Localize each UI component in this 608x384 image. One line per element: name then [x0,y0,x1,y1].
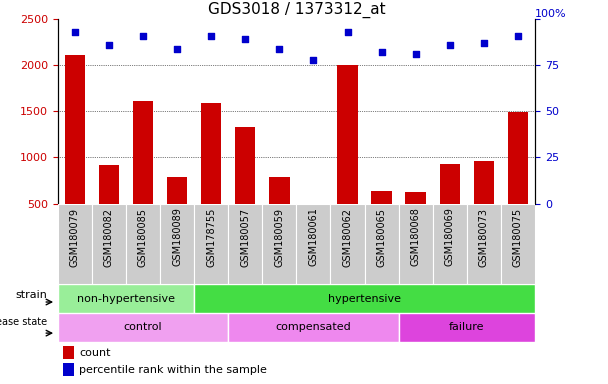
Text: GSM180061: GSM180061 [308,208,319,266]
Bar [269,177,289,204]
Point [479,40,489,46]
Point [70,29,80,35]
Bar [399,204,433,284]
Bar [337,65,358,204]
Point [274,46,284,52]
Text: GSM180065: GSM180065 [376,208,387,266]
Bar [501,204,535,284]
Bar [433,204,467,284]
Text: GSM180079: GSM180079 [70,208,80,266]
Text: GSM180075: GSM180075 [513,208,523,266]
Bar [194,204,228,284]
Bar [58,313,228,342]
Bar [296,204,331,284]
Text: control: control [123,322,162,333]
Text: GSM180068: GSM180068 [411,208,421,266]
Point [343,29,353,35]
Bar [331,204,365,284]
Point [172,46,182,52]
Title: GDS3018 / 1373312_at: GDS3018 / 1373312_at [207,2,385,18]
Bar [371,190,392,204]
Text: GSM180057: GSM180057 [240,208,250,266]
Text: GSM180085: GSM180085 [138,208,148,266]
Point [445,42,455,48]
Point [513,33,523,39]
Point [104,42,114,48]
Bar [194,284,535,313]
Text: GSM180082: GSM180082 [104,208,114,266]
Bar [126,204,160,284]
Bar [167,177,187,204]
Text: GSM180062: GSM180062 [342,208,353,266]
Bar [235,127,255,204]
Bar [64,55,85,204]
Point [138,33,148,39]
Bar [365,204,399,284]
Bar [63,346,74,359]
Text: GSM180089: GSM180089 [172,208,182,266]
Bar [92,204,126,284]
Point [240,36,250,43]
Text: GSM178755: GSM178755 [206,208,216,267]
Text: GSM180073: GSM180073 [479,208,489,266]
Text: percentile rank within the sample: percentile rank within the sample [79,365,267,375]
Bar [98,165,119,204]
Bar [58,284,194,313]
Text: non-hypertensive: non-hypertensive [77,293,175,304]
Point [411,51,421,57]
Bar [58,204,92,284]
Bar [63,363,74,376]
Text: count: count [79,348,111,358]
Bar [133,101,153,204]
Bar [160,204,194,284]
Bar [262,204,296,284]
Bar [228,204,262,284]
Bar [508,112,528,204]
Bar [201,103,221,204]
Point [309,57,319,63]
Text: strain: strain [15,290,47,300]
Bar [399,313,535,342]
Bar [474,161,494,204]
Bar [440,164,460,204]
Text: failure: failure [449,322,485,333]
Bar [467,204,501,284]
Bar [406,192,426,204]
Text: GSM180069: GSM180069 [445,208,455,266]
Text: GSM180059: GSM180059 [274,208,285,266]
Text: 100%: 100% [535,9,567,19]
Point [377,49,387,55]
Bar [303,204,323,245]
Text: compensated: compensated [275,322,351,333]
Text: disease state: disease state [0,316,47,327]
Text: hypertensive: hypertensive [328,293,401,304]
Point [206,33,216,39]
Bar [228,313,399,342]
